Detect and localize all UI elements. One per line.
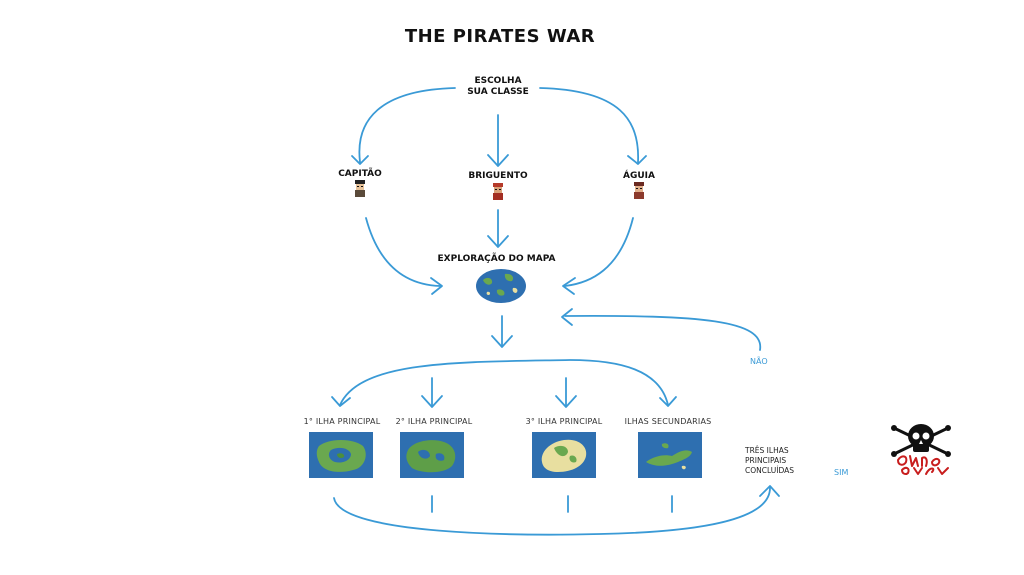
island-1-label: 1° ILHA PRINCIPAL (303, 417, 381, 426)
branch-arc (339, 359, 669, 406)
island-1-map-icon (309, 432, 373, 478)
island-3-map-icon (532, 432, 596, 478)
briguento-sprite-icon (493, 183, 503, 200)
arrow-islands-to-check (333, 487, 771, 536)
check-node: TRÊS ILHAS PRINCIPAIS CONCLUÍDAS (745, 446, 815, 476)
diagram-title: THE PIRATES WAR (0, 26, 1000, 47)
start-line-1: ESCOLHA (474, 76, 522, 86)
island-4-map-icon (638, 432, 702, 478)
check-line-2: PRINCIPAIS (745, 456, 787, 465)
check-line-1: TRÊS ILHAS (745, 446, 789, 455)
world-map-icon (476, 269, 526, 303)
edge-yes-label: SIM (834, 468, 849, 477)
arrow-no-loop (564, 314, 762, 351)
island-4-label: ILHAS SECUNDARIAS (624, 417, 712, 426)
edge-no-label: NÃO (750, 357, 768, 366)
island-2-map-icon (400, 432, 464, 478)
arrow-start-to-aguia (539, 87, 639, 163)
start-node: ESCOLHA SUA CLASSE (448, 76, 548, 98)
check-line-3: CONCLUÍDAS (745, 466, 795, 475)
class-capitao-label: CAPITÃO (338, 169, 382, 179)
arrow-aguia-to-map (564, 217, 634, 287)
class-briguento-label: BRIGUENTO (468, 171, 528, 181)
title-text: THE PIRATES WAR (404, 26, 596, 47)
capitao-sprite-icon (355, 180, 365, 197)
class-aguia-label: ÁGUIA (623, 171, 655, 181)
game-over-logo-icon (891, 424, 951, 475)
arrow-start-to-capitao (358, 87, 456, 163)
island-2-label: 2° ILHA PRINCIPAL (395, 417, 473, 426)
start-line-2: SUA CLASSE (467, 87, 529, 97)
island-3-label: 3° ILHA PRINCIPAL (525, 417, 603, 426)
aguia-sprite-icon (634, 182, 644, 199)
arrow-capitao-to-map (365, 217, 441, 287)
map-label: EXPLORAÇÃO DO MAPA (437, 254, 556, 264)
